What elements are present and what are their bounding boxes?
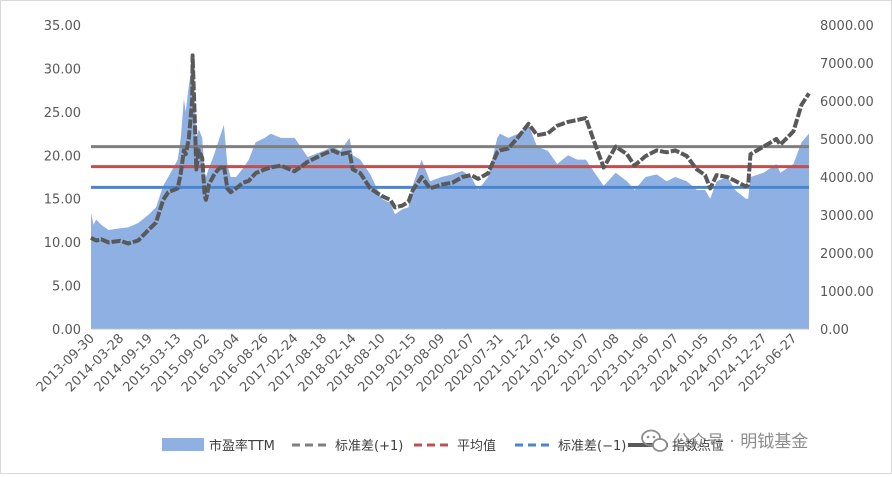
legend-label-pe: 市盈率TTM xyxy=(209,438,275,454)
index-level-line xyxy=(90,53,811,246)
legend-item-pe: 市盈率TTM xyxy=(162,438,275,454)
legend-label-std-minus: 标准差(−1) xyxy=(558,439,626,454)
y-right-tick-label: 8000.00 xyxy=(820,19,874,34)
plot-area xyxy=(90,53,811,329)
wechat-icon xyxy=(641,429,668,452)
y-left-tick-label: 15.00 xyxy=(44,193,81,208)
y-right-tick-label: 0.00 xyxy=(820,323,849,338)
y-axis-left: 0.00 5.00 10.00 15.00 20.00 25.00 30.00 35.00 xyxy=(44,19,81,338)
y-left-tick-label: 30.00 xyxy=(44,62,81,77)
y-left-tick-label: 25.00 xyxy=(44,106,81,121)
legend-item-std-minus: 标准差(−1) xyxy=(515,439,626,454)
y-right-tick-label: 7000.00 xyxy=(820,57,874,72)
y-left-tick-label: 5.00 xyxy=(52,280,81,295)
y-left-tick-label: 20.00 xyxy=(44,149,81,164)
y-left-tick-label: 35.00 xyxy=(44,19,81,34)
legend: 市盈率TTM 标准差(+1) 平均值 标准差(−1) 指数点位 xyxy=(162,438,724,454)
watermark-text: 公众号 · 明钺基金 xyxy=(673,432,808,452)
y-right-tick-label: 2000.00 xyxy=(820,247,874,262)
y-right-tick-label: 3000.00 xyxy=(820,209,874,224)
legend-label-std-plus: 标准差(+1) xyxy=(335,439,403,454)
y-axis-right: 0.00 1000.00 2000.00 3000.00 4000.00 5000.00 6… xyxy=(820,19,874,338)
y-right-tick-label: 5000.00 xyxy=(820,133,874,148)
y-right-tick-label: 6000.00 xyxy=(820,95,874,110)
y-right-tick-label: 1000.00 xyxy=(820,285,874,300)
legend-label-mean: 平均值 xyxy=(457,438,496,454)
x-axis: 2013-09-302014-03-282014-09-192015-03-13… xyxy=(34,331,800,395)
pe-ttm-area xyxy=(91,64,809,329)
y-left-tick-label: 10.00 xyxy=(44,236,81,251)
legend-swatch-pe xyxy=(162,438,204,451)
y-left-tick-label: 0.00 xyxy=(52,323,81,338)
watermark: 公众号 · 明钺基金 xyxy=(641,429,808,452)
y-right-tick-label: 4000.00 xyxy=(820,171,874,186)
legend-item-std-plus: 标准差(+1) xyxy=(292,439,403,454)
legend-item-mean: 平均值 xyxy=(414,438,496,454)
legend-label-index: 指数点位 xyxy=(672,439,724,454)
